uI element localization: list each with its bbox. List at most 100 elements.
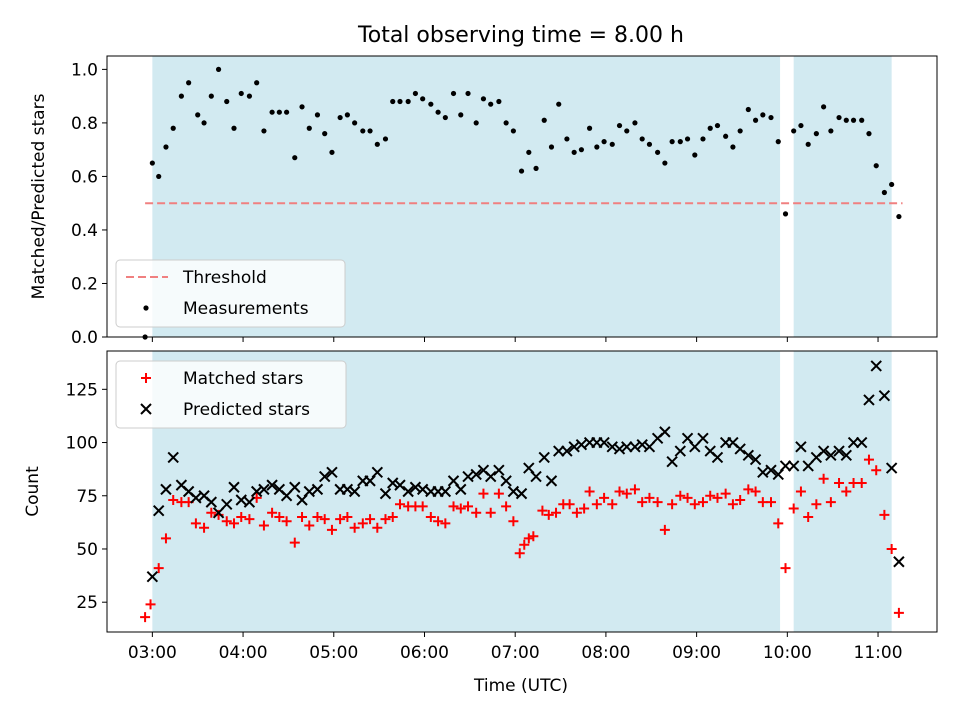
matched-star-point bbox=[893, 607, 904, 618]
predicted-star-point bbox=[250, 485, 263, 498]
predicted-star-point bbox=[387, 477, 399, 489]
predicted-star-point bbox=[878, 389, 891, 402]
measurement-point bbox=[700, 136, 706, 142]
predicted-star-point bbox=[530, 470, 542, 483]
matched-star-point bbox=[766, 497, 776, 508]
matched-star-point bbox=[551, 507, 562, 518]
matched-star-point bbox=[365, 514, 376, 525]
observing-span bbox=[793, 56, 892, 337]
y-tick-label: 0.6 bbox=[71, 167, 98, 187]
predicted-star-point bbox=[870, 360, 882, 372]
predicted-star-point bbox=[146, 570, 159, 583]
measurement-point bbox=[873, 163, 879, 169]
matched-star-point bbox=[228, 518, 239, 529]
measurement-point bbox=[170, 125, 176, 131]
matched-star-point bbox=[493, 488, 504, 499]
matched-star-point bbox=[463, 501, 474, 512]
legend-label: Threshold bbox=[182, 268, 267, 288]
matched-star-point bbox=[579, 503, 590, 514]
predicted-star-point bbox=[190, 492, 202, 504]
measurement-point bbox=[616, 122, 623, 129]
data-layer bbox=[140, 360, 905, 623]
predicted-star-point bbox=[674, 445, 686, 457]
predicted-star-point bbox=[462, 470, 474, 483]
matched-star-point bbox=[508, 516, 519, 527]
measurement-point bbox=[821, 104, 827, 110]
predicted-star-point bbox=[575, 438, 588, 451]
predicted-star-point bbox=[621, 441, 633, 453]
axes-frame bbox=[106, 55, 938, 338]
legend-label: Matched stars bbox=[183, 369, 303, 389]
measurement-point bbox=[518, 168, 525, 174]
matched-star-point bbox=[584, 486, 595, 497]
matched-star-point bbox=[614, 486, 625, 497]
predicted-star-point bbox=[205, 496, 218, 508]
measurement-point bbox=[405, 98, 411, 105]
predicted-star-point bbox=[802, 460, 814, 472]
predicted-star-point bbox=[734, 443, 746, 455]
measurement-point bbox=[533, 165, 539, 171]
predicted-star-point bbox=[787, 460, 800, 472]
matched-star-point bbox=[637, 497, 648, 508]
matched-star-point bbox=[501, 501, 512, 512]
predicted-star-point bbox=[659, 426, 671, 438]
matched-star-point bbox=[720, 488, 731, 499]
predicted-star-point bbox=[341, 483, 354, 496]
axes-frame bbox=[106, 350, 938, 633]
measurement-point bbox=[775, 139, 781, 145]
measurement-point bbox=[238, 90, 244, 97]
matched-star-point bbox=[335, 514, 346, 525]
measurement-point bbox=[374, 141, 380, 147]
predicted-star-point bbox=[289, 481, 301, 493]
predicted-star-point bbox=[470, 468, 482, 481]
measurement-point bbox=[344, 112, 350, 118]
predicted-star-point bbox=[371, 466, 384, 479]
predicted-star-point bbox=[545, 475, 558, 487]
y-axis-label: Count bbox=[23, 466, 43, 517]
predicted-star-point bbox=[840, 449, 852, 462]
predicted-star-point bbox=[500, 475, 512, 487]
matched-star-point bbox=[727, 499, 738, 510]
matched-star-point bbox=[267, 507, 278, 518]
matched-star-point bbox=[448, 501, 459, 512]
matched-star-point bbox=[168, 495, 179, 506]
measurement-point bbox=[752, 117, 759, 123]
measurement-point bbox=[465, 90, 471, 97]
measurement-point bbox=[246, 93, 253, 99]
predicted-star-point bbox=[212, 507, 225, 519]
measurement-point bbox=[360, 128, 366, 134]
predicted-star-point bbox=[409, 481, 422, 493]
predicted-star-point bbox=[402, 485, 414, 498]
legend-label: Measurements bbox=[183, 299, 309, 319]
measurement-point bbox=[224, 98, 230, 105]
predicted-star-point bbox=[779, 460, 792, 472]
matched-star-point bbox=[863, 454, 874, 465]
measurement-point bbox=[548, 144, 555, 150]
legend-box bbox=[115, 259, 346, 328]
predicted-star-point bbox=[893, 556, 905, 568]
matched-star-point bbox=[523, 533, 534, 544]
predicted-star-point bbox=[493, 464, 505, 476]
measurement-point bbox=[866, 131, 872, 137]
predicted-star-point bbox=[666, 455, 678, 468]
matched-star-point bbox=[199, 522, 210, 533]
predicted-star-point bbox=[885, 462, 898, 474]
measurement-point bbox=[149, 160, 155, 166]
x-tick-label: 09:00 bbox=[672, 643, 721, 663]
predicted-star-point bbox=[439, 485, 452, 498]
x-tick-label: 07:00 bbox=[491, 643, 540, 663]
matched-star-point bbox=[206, 507, 217, 518]
measurement-point bbox=[284, 109, 290, 115]
matched-star-point bbox=[629, 484, 640, 495]
matched-star-point bbox=[342, 512, 353, 523]
predicted-star-point bbox=[455, 483, 467, 496]
predicted-star-point bbox=[280, 490, 293, 502]
matched-star-point bbox=[433, 516, 444, 527]
measurement-point bbox=[458, 112, 464, 118]
count-panel: 25 50 75 100 125 03:00 04:00 05:00 06:00 07:00 08:… bbox=[23, 350, 938, 663]
measurement-point bbox=[276, 109, 282, 115]
y-tick-label: 0.4 bbox=[71, 221, 98, 241]
matched-star-point bbox=[425, 512, 436, 523]
measurement-point bbox=[859, 117, 865, 123]
predicted-star-point bbox=[568, 441, 580, 453]
